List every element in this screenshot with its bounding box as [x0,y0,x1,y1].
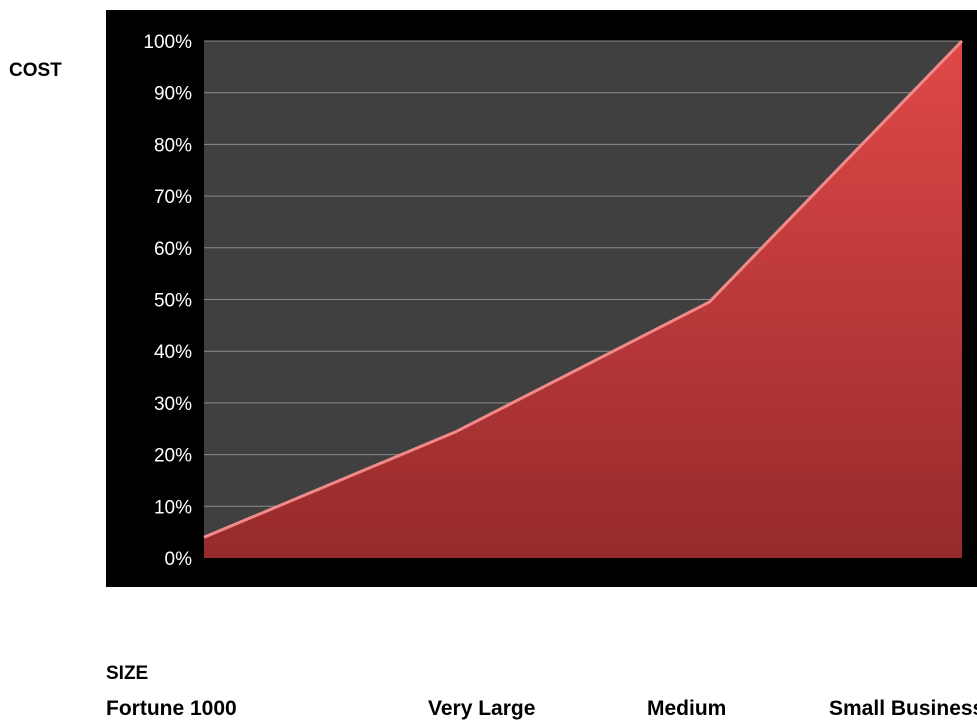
y-axis-title: COST [9,60,62,81]
y-tick-label: 10% [154,497,192,518]
y-tick-label: 30% [154,394,192,415]
area-top-edge [203,39,964,539]
y-tick-label: 20% [154,446,192,467]
series-area [203,39,964,558]
y-tick-label: 100% [143,32,192,53]
y-tick-label: 0% [165,549,193,570]
y-tick-label: 50% [154,291,192,312]
x-category-label-2: Very Large [428,697,536,720]
y-tick-labels: 0% 10% 20% 30% 40% 50% 60% 70% 80% 90% 100% [143,32,192,570]
x-category-label-4: Small Business [829,697,977,720]
x-category-label-1: Fortune 1000 [106,697,237,720]
area-chart: 0% 10% 20% 30% 40% 50% 60% 70% 80% 90% 100% [143,32,964,570]
y-tick-label: 80% [154,135,192,156]
y-tick-label: 60% [154,239,192,260]
y-tick-label: 70% [154,187,192,208]
area-series-1 [204,41,962,558]
y-tick-label: 40% [154,342,192,363]
y-tick-label: 90% [154,84,192,105]
x-category-label-3: Medium [647,697,727,720]
x-axis-title: SIZE [106,663,149,684]
chart-frame: 0% 10% 20% 30% 40% 50% 60% 70% 80% 90% 100% [106,10,977,587]
